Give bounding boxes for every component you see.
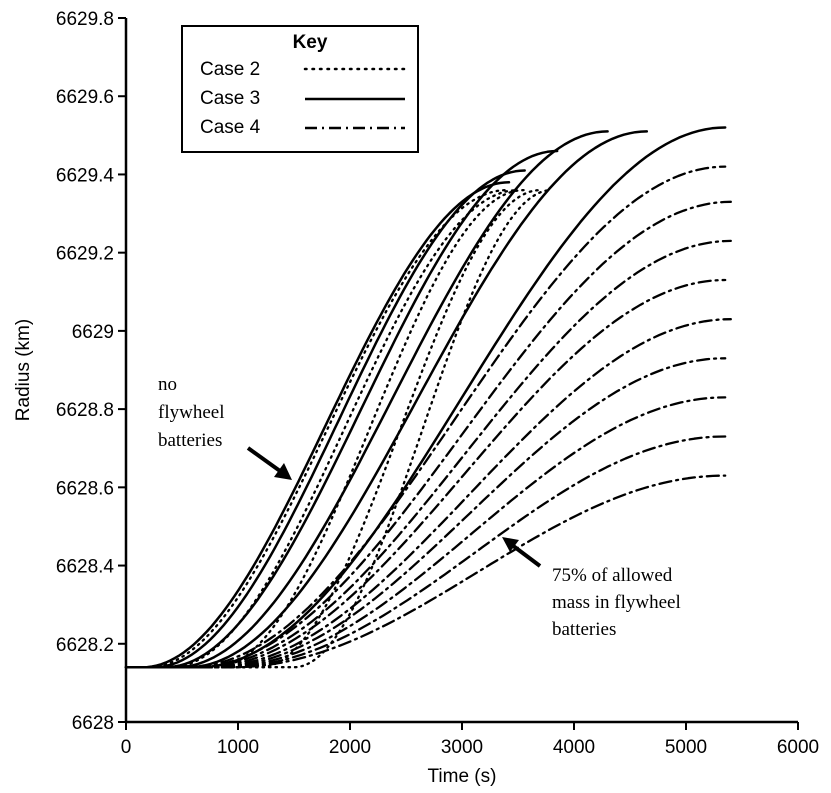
series-line-dash-dot-18 [124, 435, 727, 669]
x-tick-label-2: 2000 [329, 737, 371, 758]
y-tick-label-7: 6629.4 [56, 165, 115, 186]
series-line-dash-dot-14 [124, 278, 727, 669]
ticks-layer: 0 1000 2000 3000 4000 5000 6000 6628 6628.2 6628.… [56, 9, 819, 758]
series-line-solid-7 [124, 149, 559, 669]
y-tick-label-3: 6628.6 [56, 478, 114, 499]
series-line-dotted-2 [124, 188, 525, 669]
y-tick-label-1: 6628.2 [56, 635, 114, 656]
legend: Key Case 2 Case 3 Case 4 [181, 25, 419, 153]
y-tick-label-0: 6628 [72, 713, 114, 734]
y-tick-label-6: 6629.2 [56, 244, 114, 265]
curves-layer [124, 126, 732, 669]
x-axis-title: Time (s) [428, 766, 497, 787]
x-tick-label-3: 3000 [441, 737, 483, 758]
axis-titles: Time (s) Radius (km) [13, 319, 496, 787]
series-line-dotted-1 [124, 188, 520, 669]
series-line-dash-dot-15 [124, 318, 732, 669]
series-line-dotted-0 [124, 188, 508, 669]
y-tick-label-4: 6628.8 [56, 400, 114, 421]
series-line-dash-dot-16 [124, 357, 727, 669]
series-line-solid-6 [124, 169, 526, 669]
y-tick-label-9: 6629.8 [56, 9, 114, 30]
x-tick-label-4: 4000 [553, 737, 595, 758]
x-tick-label-6: 6000 [777, 737, 819, 758]
annotation-75-percent-line-1: 75% of allowed [552, 565, 673, 586]
legend-label-case-3: Case 3 [200, 88, 260, 109]
annotation-no-flywheel: no flywheel batteries [158, 374, 292, 480]
series-line-dash-dot-17 [124, 396, 727, 669]
series-line-solid-10 [124, 126, 727, 669]
legend-label-case-2: Case 2 [200, 59, 260, 80]
annotation-75-percent-line-3: batteries [552, 619, 616, 640]
series-line-dash-dot-13 [124, 239, 732, 669]
x-tick-label-0: 0 [121, 737, 132, 758]
annotation-no-flywheel-line-1: no [158, 374, 177, 395]
legend-label-case-4: Case 4 [200, 117, 261, 138]
annotation-no-flywheel-arrow-head [274, 463, 292, 480]
series-line-solid-5 [124, 181, 511, 669]
y-tick-label-2: 6628.4 [56, 557, 115, 578]
y-axis-title: Radius (km) [13, 319, 34, 421]
annotation-75-percent: 75% of allowed mass in flywheel batterie… [502, 537, 681, 640]
y-tick-label-5: 6629 [72, 322, 114, 343]
x-tick-label-1: 1000 [217, 737, 259, 758]
annotation-75-percent-arrow-head [502, 537, 519, 552]
y-tick-label-8: 6629.6 [56, 87, 114, 108]
series-line-solid-8 [124, 130, 609, 669]
x-tick-label-5: 5000 [665, 737, 707, 758]
series-line-dash-dot-19 [124, 474, 727, 669]
annotation-no-flywheel-arrow-shaft [246, 446, 282, 473]
series-line-dotted-3 [124, 188, 542, 669]
annotation-no-flywheel-line-3: batteries [158, 430, 222, 451]
series-line-dash-dot-11 [124, 165, 727, 669]
legend-title: Key [293, 32, 328, 53]
series-line-dotted-4 [124, 188, 553, 669]
annotation-75-percent-line-2: mass in flywheel [552, 592, 681, 613]
annotation-no-flywheel-line-2: flywheel [158, 402, 224, 423]
series-line-solid-9 [124, 130, 649, 669]
series-line-dash-dot-12 [124, 200, 732, 669]
legend-box [181, 25, 419, 153]
annotation-75-percent-arrow-shaft [510, 543, 542, 568]
